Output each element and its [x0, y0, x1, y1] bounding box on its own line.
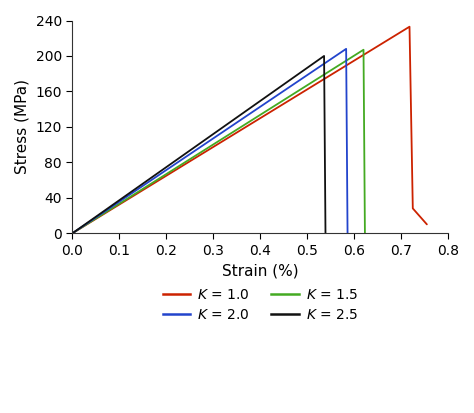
Legend: $K$ = 1.0, $K$ = 2.0, $K$ = 1.5, $K$ = 2.5: $K$ = 1.0, $K$ = 2.0, $K$ = 1.5, $K$ = 2…: [157, 283, 364, 328]
Y-axis label: Stress (MPa): Stress (MPa): [15, 79, 30, 174]
X-axis label: Strain (%): Strain (%): [222, 263, 299, 278]
